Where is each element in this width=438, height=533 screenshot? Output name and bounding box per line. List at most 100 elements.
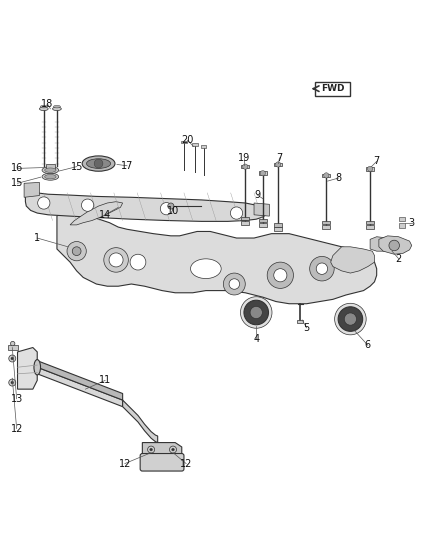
Circle shape (160, 203, 173, 215)
Text: 5: 5 (304, 323, 310, 333)
Circle shape (274, 269, 287, 282)
Circle shape (9, 379, 16, 386)
Ellipse shape (45, 174, 56, 179)
FancyBboxPatch shape (274, 227, 282, 231)
Polygon shape (37, 361, 123, 400)
FancyBboxPatch shape (259, 172, 267, 175)
Text: 19: 19 (238, 153, 251, 163)
Circle shape (260, 171, 265, 176)
Ellipse shape (53, 106, 60, 108)
Polygon shape (18, 348, 37, 389)
Circle shape (67, 241, 86, 261)
Text: 3: 3 (409, 217, 415, 228)
Circle shape (367, 166, 373, 172)
Circle shape (150, 448, 152, 451)
Text: 15: 15 (71, 161, 83, 172)
Circle shape (229, 279, 240, 289)
FancyBboxPatch shape (192, 143, 198, 146)
Circle shape (250, 306, 262, 319)
Polygon shape (25, 185, 267, 221)
Circle shape (338, 307, 363, 332)
Polygon shape (379, 236, 412, 254)
Text: 2: 2 (396, 254, 402, 264)
Circle shape (389, 240, 399, 251)
Circle shape (223, 273, 245, 295)
Text: 12: 12 (180, 458, 192, 469)
Text: 13: 13 (11, 394, 23, 404)
Ellipse shape (82, 156, 115, 171)
Text: 7: 7 (374, 156, 380, 166)
Text: 11: 11 (99, 375, 111, 385)
FancyBboxPatch shape (241, 216, 249, 220)
FancyBboxPatch shape (140, 454, 184, 471)
FancyBboxPatch shape (366, 225, 374, 229)
Polygon shape (70, 201, 123, 225)
Text: 7: 7 (276, 153, 283, 163)
Circle shape (11, 381, 14, 384)
Circle shape (310, 256, 334, 281)
Circle shape (170, 446, 177, 453)
Circle shape (38, 197, 50, 209)
FancyBboxPatch shape (241, 221, 249, 225)
FancyBboxPatch shape (399, 223, 405, 228)
Text: 20: 20 (181, 135, 194, 146)
Text: 9: 9 (254, 190, 261, 200)
Circle shape (148, 446, 155, 453)
Text: 4: 4 (253, 334, 259, 344)
Circle shape (335, 303, 366, 335)
Text: 18: 18 (41, 99, 53, 109)
Text: 12: 12 (119, 458, 131, 469)
Polygon shape (370, 237, 394, 251)
FancyBboxPatch shape (322, 221, 330, 224)
Circle shape (240, 297, 272, 328)
Circle shape (267, 262, 293, 288)
Circle shape (81, 199, 94, 211)
Polygon shape (24, 182, 39, 197)
FancyBboxPatch shape (322, 174, 330, 177)
Text: 15: 15 (11, 178, 24, 188)
FancyBboxPatch shape (241, 165, 249, 168)
Circle shape (130, 254, 146, 270)
Text: 16: 16 (11, 164, 24, 173)
Circle shape (104, 248, 128, 272)
Circle shape (244, 300, 268, 325)
FancyBboxPatch shape (259, 223, 267, 227)
Text: 17: 17 (121, 161, 133, 171)
Circle shape (94, 159, 103, 168)
Polygon shape (142, 442, 182, 460)
FancyBboxPatch shape (297, 320, 303, 324)
Ellipse shape (191, 259, 221, 279)
Circle shape (324, 173, 329, 178)
Text: 6: 6 (365, 341, 371, 350)
Circle shape (316, 263, 328, 274)
Ellipse shape (86, 159, 110, 168)
Polygon shape (123, 400, 158, 442)
Circle shape (344, 313, 357, 325)
Circle shape (109, 253, 123, 267)
Text: 1: 1 (34, 233, 40, 243)
FancyBboxPatch shape (274, 223, 282, 227)
FancyBboxPatch shape (201, 145, 206, 148)
FancyBboxPatch shape (46, 164, 55, 169)
Text: FWD: FWD (321, 84, 345, 93)
Polygon shape (57, 209, 377, 304)
Polygon shape (37, 367, 123, 407)
Circle shape (11, 357, 14, 360)
Text: 10: 10 (167, 206, 179, 216)
FancyBboxPatch shape (8, 345, 18, 350)
FancyBboxPatch shape (366, 167, 374, 171)
Polygon shape (254, 203, 269, 216)
Circle shape (11, 342, 15, 346)
Circle shape (168, 203, 174, 209)
Circle shape (230, 207, 243, 219)
FancyBboxPatch shape (399, 216, 405, 221)
Circle shape (172, 448, 174, 451)
Circle shape (276, 162, 281, 167)
Ellipse shape (42, 173, 59, 180)
FancyBboxPatch shape (366, 221, 374, 224)
Ellipse shape (53, 107, 61, 110)
Ellipse shape (40, 106, 47, 108)
Circle shape (9, 355, 16, 362)
Text: 14: 14 (99, 210, 111, 220)
Polygon shape (331, 247, 374, 273)
